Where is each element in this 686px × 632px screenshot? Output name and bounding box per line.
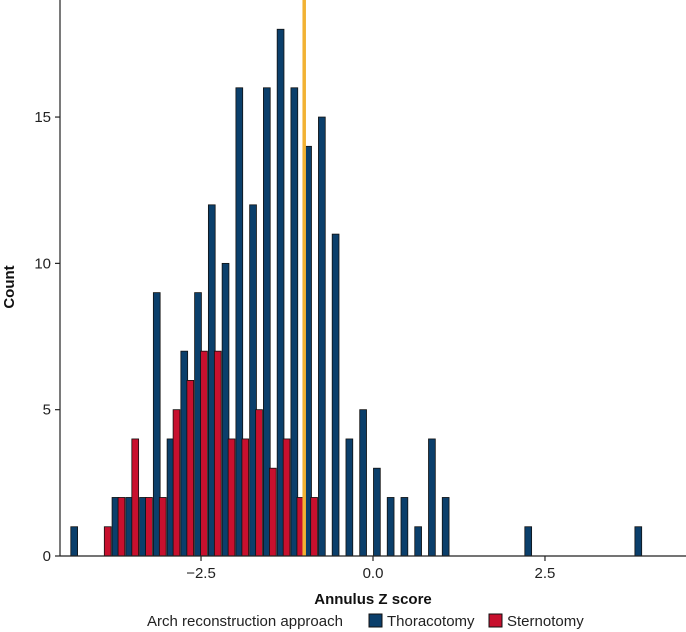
x-tick-label: 0.0: [363, 565, 384, 582]
bar-sternotomy: [227, 438, 236, 557]
bar-sternotomy: [186, 380, 195, 557]
y-tick-label: 10: [34, 255, 51, 272]
x-tick-label: −2.5: [186, 565, 216, 582]
y-axis-title: Count: [1, 265, 18, 308]
bar-sternotomy: [200, 350, 208, 557]
legend-swatch-sternotomy: [488, 613, 503, 628]
bar-sternotomy: [241, 438, 250, 557]
bar-thoracotomy: [441, 497, 450, 557]
y-tick-label: 15: [34, 109, 51, 126]
plot-area: [70, 0, 643, 557]
bar-thoracotomy: [400, 497, 409, 557]
bar-thoracotomy: [318, 116, 326, 557]
bar-thoracotomy: [414, 526, 422, 557]
tick-labels: −2.5 0.0 2.5 0 5 10 15: [34, 109, 555, 582]
bar-thoracotomy: [373, 467, 381, 557]
bar-thoracotomy: [428, 438, 436, 557]
bar-thoracotomy: [345, 438, 354, 557]
x-tick-label: 2.5: [535, 565, 556, 582]
legend-label-sternotomy: Sternotomy: [507, 613, 584, 630]
y-tick-label: 0: [43, 548, 51, 565]
bar-sternotomy: [213, 350, 222, 557]
bar-sternotomy: [131, 438, 140, 557]
bar-sternotomy: [255, 409, 263, 557]
bar-thoracotomy: [359, 409, 367, 557]
legend-swatch-thoracotomy: [368, 613, 383, 628]
x-axis-title: Annulus Z score: [314, 591, 432, 608]
y-tick-label: 5: [43, 402, 51, 419]
bar-sternotomy: [158, 497, 167, 557]
legend-title: Arch reconstruction approach: [147, 613, 343, 630]
bar-thoracotomy: [70, 526, 79, 557]
legend-label-thoracotomy: Thoracotomy: [387, 613, 475, 630]
bar-sternotomy: [172, 409, 181, 557]
bar-sternotomy: [282, 438, 291, 557]
bar-thoracotomy: [634, 526, 643, 557]
bar-thoracotomy: [290, 87, 299, 557]
bar-sternotomy: [117, 497, 126, 557]
bar-sternotomy: [269, 467, 277, 557]
bar-thoracotomy: [331, 233, 340, 557]
legend: Arch reconstruction approach Thoracotomy…: [147, 613, 584, 630]
bar-thoracotomy: [524, 526, 533, 557]
bar-thoracotomy: [386, 497, 395, 557]
bar-sternotomy: [103, 526, 112, 557]
bar-sternotomy: [145, 497, 153, 557]
bar-sternotomy: [310, 497, 318, 557]
